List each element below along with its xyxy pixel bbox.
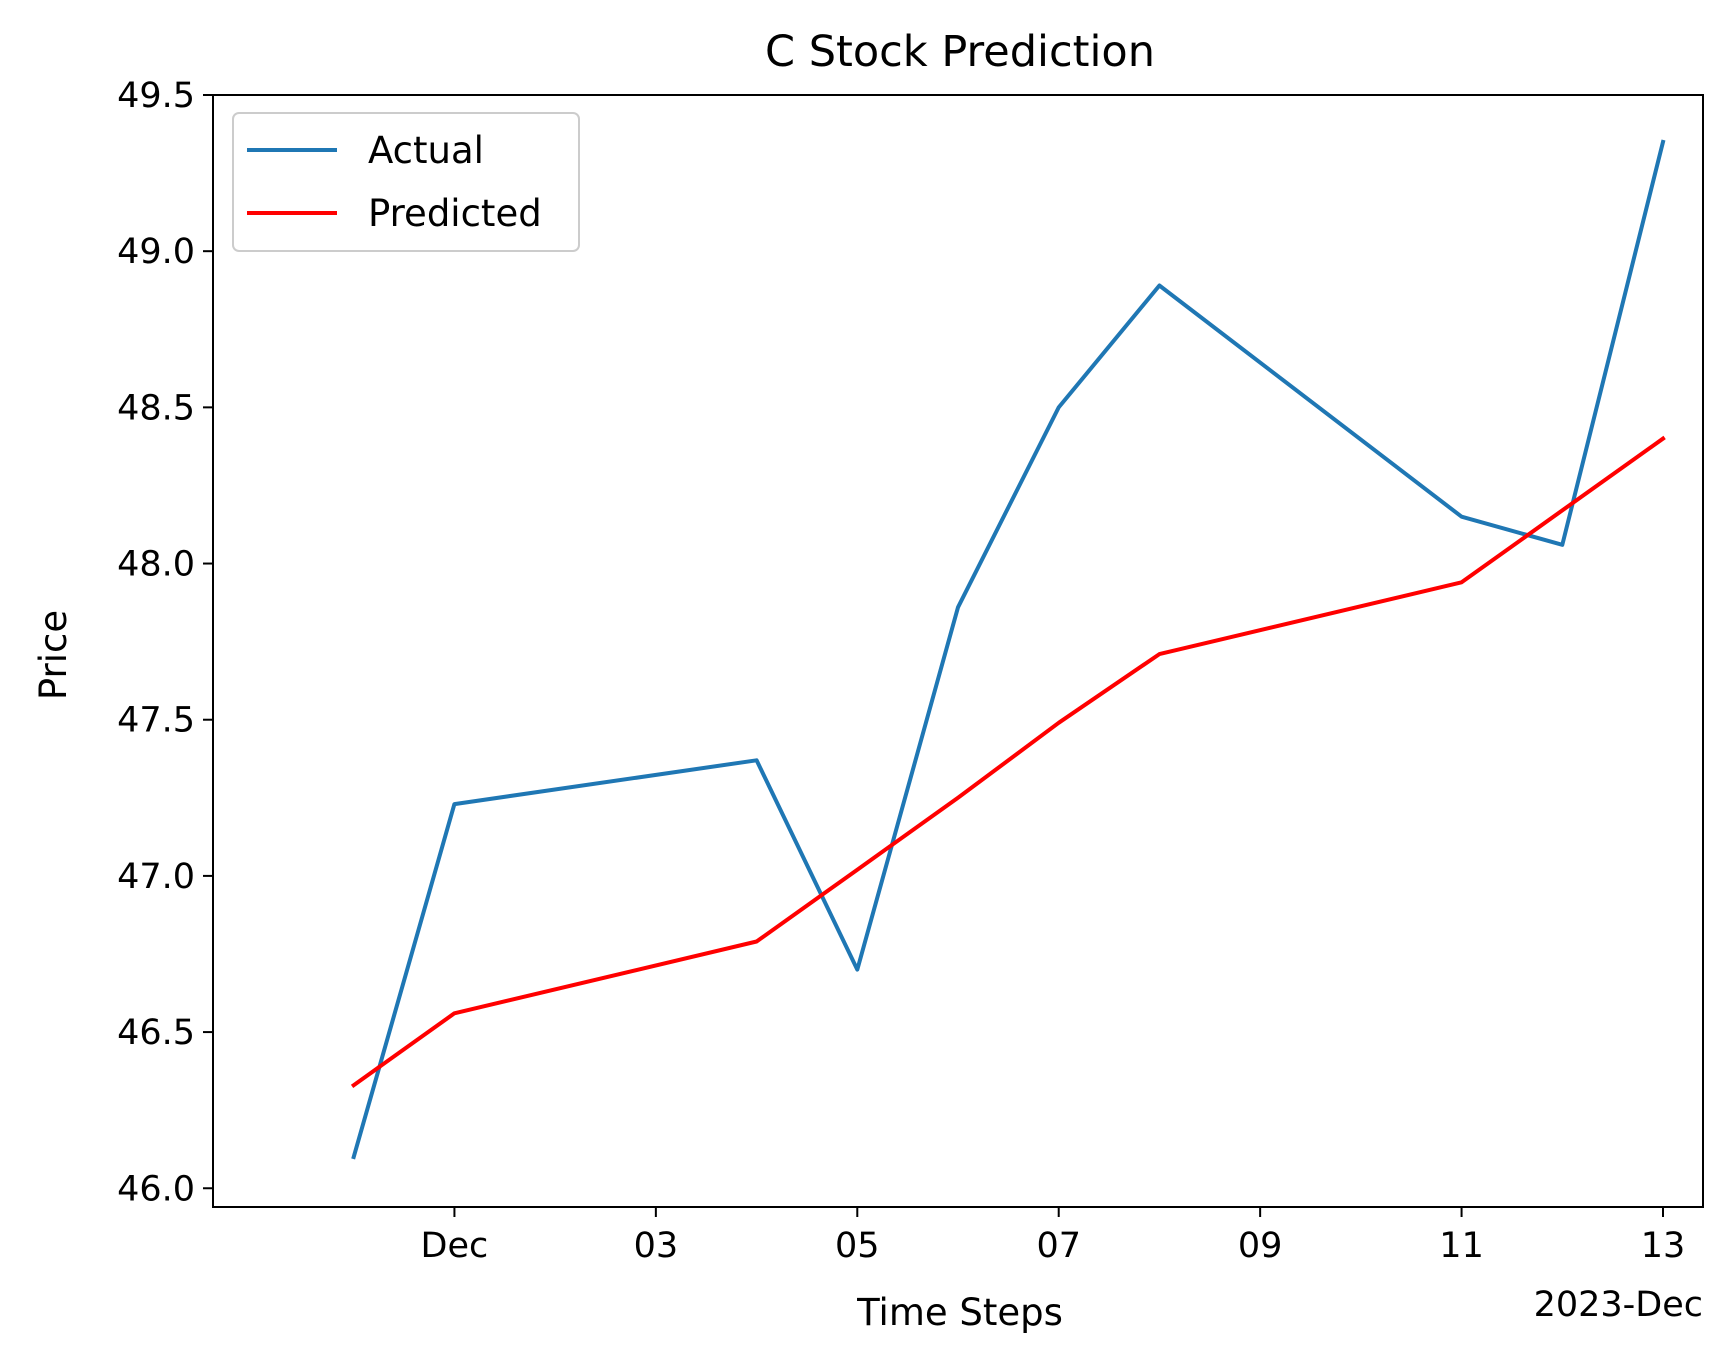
y-tick-label: 48.5 <box>117 388 195 428</box>
x-tick-label: 03 <box>634 1226 679 1266</box>
legend-box <box>232 112 580 252</box>
x-tick-label: 13 <box>1641 1226 1686 1266</box>
y-tick-label: 46.5 <box>117 1013 195 1053</box>
legend-label-actual: Actual <box>368 129 484 172</box>
x-axis-offset-label: 2023-Dec <box>1534 1285 1703 1325</box>
x-axis-label: Time Steps <box>856 1291 1063 1334</box>
plot-area: 46.0 46.5 47.0 47.5 48.0 48.5 49.0 49.5 Dec 03 05 0… <box>117 76 1704 1266</box>
y-axis-label: Price <box>32 610 75 700</box>
x-tick-label: 09 <box>1238 1226 1283 1266</box>
legend-label-predicted: Predicted <box>368 192 542 235</box>
x-tick-label: Dec <box>421 1226 489 1266</box>
series-line-actual <box>351 139 1666 1160</box>
y-tick-label: 48.0 <box>117 545 195 585</box>
y-tick-label: 47.0 <box>117 857 195 897</box>
chart-title: C Stock Prediction <box>765 27 1155 77</box>
y-tick-label: 49.5 <box>117 76 195 116</box>
x-tick-label: 07 <box>1036 1226 1081 1266</box>
y-tick-label: 47.5 <box>117 701 195 741</box>
x-tick-label: 05 <box>835 1226 880 1266</box>
axes-frame <box>212 94 1704 1208</box>
x-tick-label: 11 <box>1439 1226 1484 1266</box>
series-line-predicted <box>350 435 1666 1088</box>
y-tick-label: 49.0 <box>117 232 195 272</box>
y-tick-label: 46.0 <box>117 1169 195 1209</box>
